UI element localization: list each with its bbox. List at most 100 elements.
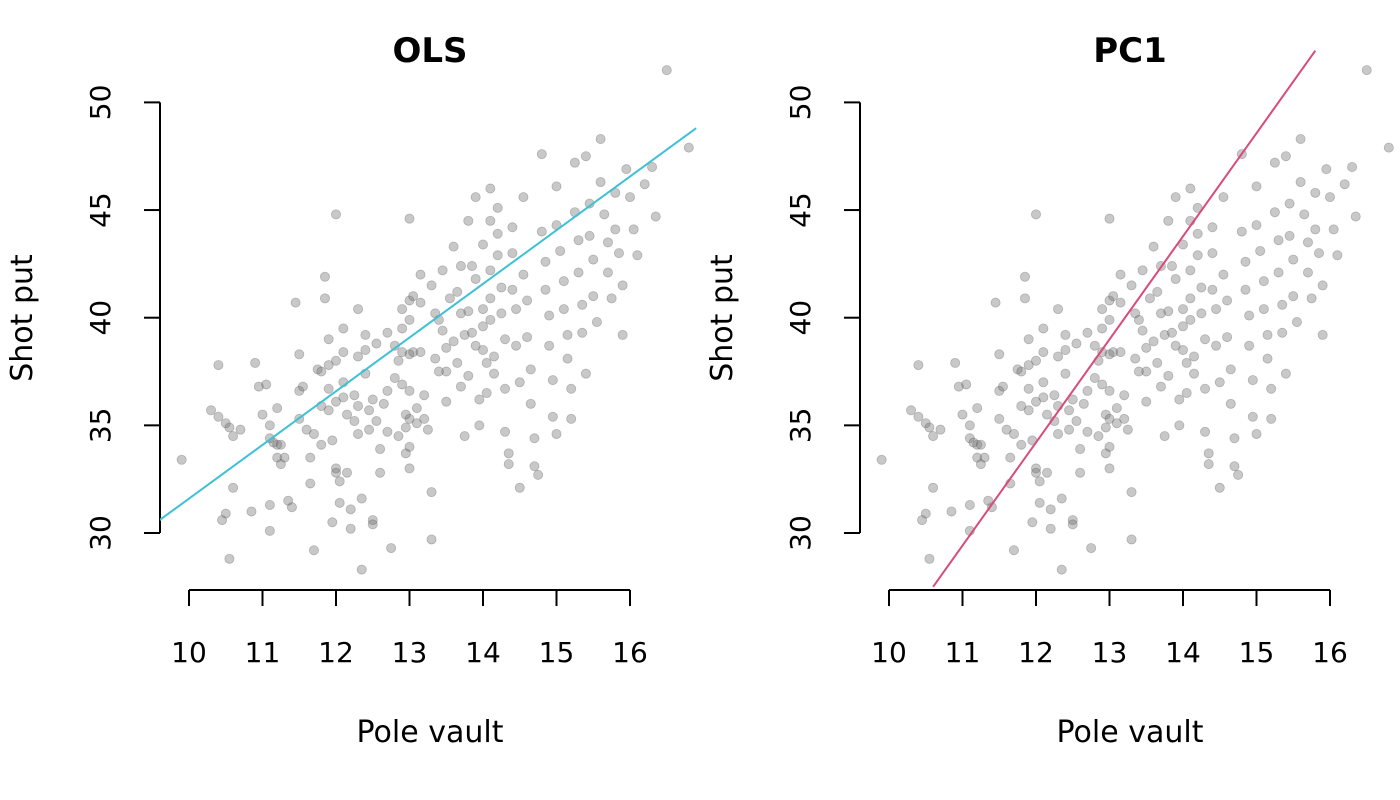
data-point [397,304,408,315]
data-point [342,409,353,420]
data-point [272,403,283,414]
data-point [308,428,319,439]
data-point [1086,543,1097,554]
data-point [580,368,591,379]
data-point [272,452,283,463]
data-point [386,543,397,554]
data-point [1225,364,1236,375]
data-point [1332,250,1343,261]
data-point [591,317,602,328]
data-point [1166,261,1177,272]
data-point [389,372,400,383]
data-point [1023,360,1034,371]
data-point [393,431,404,442]
data-point [986,502,997,513]
data-point [558,304,569,315]
data-point [1148,241,1159,252]
data-point [558,276,569,287]
data-point [250,357,261,368]
data-point [316,366,327,377]
data-point [1170,340,1181,351]
data-point [1163,370,1174,381]
data-point [1269,157,1280,168]
data-point [1244,340,1255,351]
data-point [1115,297,1126,308]
data-point [327,517,338,528]
data-point [364,405,375,416]
data-point [1053,428,1064,439]
data-point [1012,364,1023,375]
data-point [500,426,511,437]
y-tick-label: 50 [84,85,117,121]
data-point [397,323,408,334]
data-point [935,424,946,435]
data-point [1280,368,1291,379]
data-point [514,482,525,493]
data-point [1273,235,1284,246]
data-point [1067,515,1078,526]
data-point [485,183,496,194]
data-point [536,149,547,160]
y-tick-label: 50 [784,85,817,121]
data-point [470,192,481,203]
data-point [522,295,533,306]
data-points [876,65,1394,575]
data-point [477,321,488,332]
data-point [1019,271,1030,282]
data-point [356,564,367,575]
data-point [492,228,503,239]
data-point [1075,444,1086,455]
data-point [1130,308,1141,319]
data-point [1207,248,1218,259]
data-point [1159,329,1170,340]
y-tick-label: 45 [784,192,817,228]
data-point [397,379,408,390]
data-point [345,504,356,515]
data-point [1310,224,1321,235]
data-point [455,261,466,272]
data-point [1181,388,1192,399]
data-point [1189,368,1200,379]
data-point [360,344,371,355]
data-point [485,215,496,226]
data-point [961,379,972,390]
data-point [547,411,558,422]
x-axis-label: Pole vault [1057,715,1204,750]
data-point [1170,273,1181,284]
data-point [470,273,481,284]
data-point [1317,329,1328,340]
data-point [261,379,272,390]
data-point [1067,519,1078,530]
data-point [1155,381,1166,392]
data-point [1280,151,1291,162]
data-point [1071,338,1082,349]
data-point [1258,304,1269,315]
data-point [345,523,356,534]
data-point [1089,340,1100,351]
data-point [430,353,441,364]
data-point [924,422,935,433]
data-point [448,336,459,347]
data-point [1313,248,1324,259]
chart-title: PC1 [1093,31,1167,71]
data-point [529,461,540,472]
data-point [297,381,308,392]
data-point [1042,409,1053,420]
data-point [577,327,588,338]
data-point [305,478,316,489]
data-point [1203,448,1214,459]
data-point [375,467,386,478]
data-point [1089,372,1100,383]
data-point [1262,329,1273,340]
data-point [1178,321,1189,332]
data-point [323,360,334,371]
data-point [330,355,341,366]
data-point [1214,377,1225,388]
data-point [566,383,577,394]
data-point [1299,209,1310,220]
data-point [492,250,503,261]
data-point [206,405,217,416]
data-point [275,459,286,470]
data-point [286,502,297,513]
data-point [1339,179,1350,190]
